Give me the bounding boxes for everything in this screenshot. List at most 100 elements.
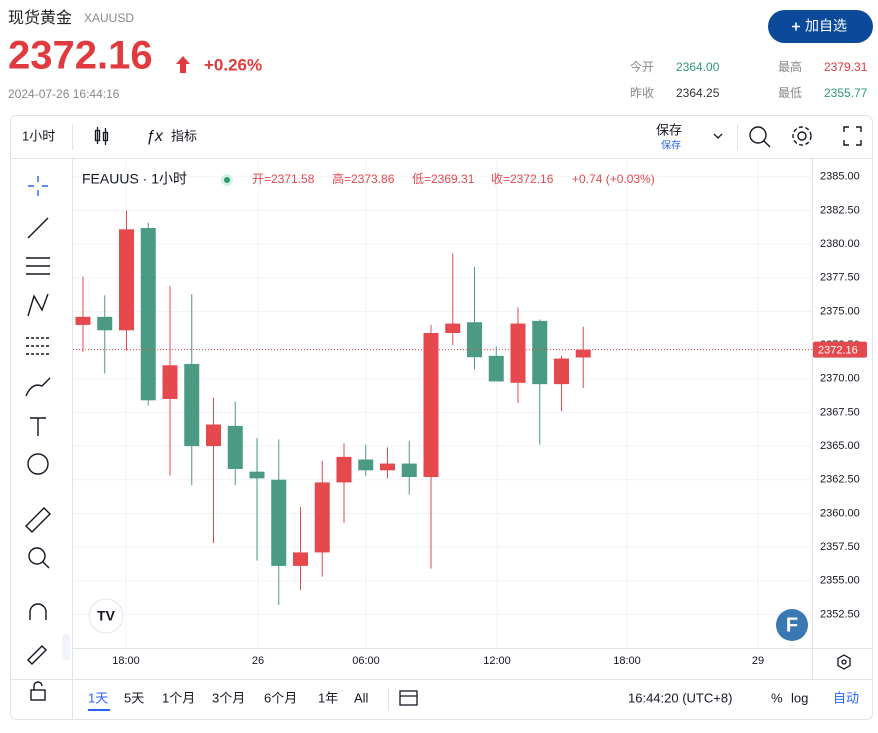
tv-logo-mark[interactable]: TV (97, 608, 116, 624)
prediction-tool[interactable] (26, 337, 50, 355)
stat-label: 今开 (630, 59, 654, 74)
chart-frame (10, 115, 873, 720)
plot-area (73, 160, 812, 648)
price: 2372.16 (8, 34, 153, 78)
candle-body (162, 365, 178, 399)
interval-button[interactable]: 1小时 (22, 128, 55, 143)
y-tick-label: 2362.50 (820, 474, 860, 486)
y-tick-label: 2352.50 (820, 608, 860, 620)
drawing-tools[interactable] (25, 176, 51, 701)
candle-body (554, 358, 569, 385)
text-tool[interactable] (30, 417, 46, 436)
candle-body (532, 320, 548, 385)
crosshair-tool[interactable] (28, 176, 48, 196)
legend-ohlc: 收=2372.16 (491, 172, 554, 186)
candle-body (488, 355, 504, 382)
fib-tool[interactable] (26, 257, 50, 275)
range-button[interactable]: 1年 (318, 690, 338, 705)
tv-logo[interactable] (88, 598, 124, 634)
candle-body (510, 323, 526, 383)
date-range-icon[interactable] (399, 690, 418, 706)
y-tick-label: 2365.00 (820, 440, 860, 452)
stat-value: 2364.25 (676, 86, 720, 100)
zoom-tool[interactable] (28, 547, 46, 565)
candle-body (336, 456, 352, 483)
symbol: XAUUSD (84, 11, 134, 25)
candle-body (575, 349, 591, 358)
legend-ohlc: 开=2371.58 (252, 172, 315, 186)
x-tick-label: 06:00 (352, 655, 380, 667)
button-bg[interactable] (768, 10, 873, 43)
candle-body (358, 459, 374, 471)
settings-icon[interactable] (792, 126, 812, 146)
range-button[interactable]: 1天 (88, 690, 108, 705)
collapse-handle[interactable] (62, 634, 70, 660)
snapshot-icon[interactable] (749, 126, 771, 148)
candle-body (119, 229, 134, 331)
candle-body (249, 471, 265, 479)
magnet-tool[interactable] (29, 603, 47, 620)
candle-body (75, 316, 91, 325)
candle-body (293, 552, 308, 566)
legend-change: +0.74 (+0.03%) (572, 172, 655, 186)
save-button[interactable]: 保存 (656, 122, 682, 137)
candle-type-icon[interactable] (94, 127, 109, 145)
candle-body (423, 332, 439, 478)
x-tick-label: 26 (252, 655, 264, 667)
y-tick-label: 2380.00 (820, 238, 860, 250)
legend-symbol: FEAUUS · 1小时 (82, 171, 187, 187)
x-tick-label: 18:00 (613, 655, 641, 667)
y-tick-label: 2377.50 (820, 272, 860, 284)
title: 现货黄金 (8, 9, 72, 27)
stat-label: 最低 (778, 86, 802, 100)
y-tick-label: 2382.50 (820, 204, 860, 216)
add-watchlist-button[interactable]: 加自选 (768, 10, 873, 43)
candle-body (445, 323, 461, 333)
range-button[interactable]: 1个月 (162, 690, 195, 705)
auto-toggle[interactable]: 自动 (833, 690, 859, 705)
lock-drawing-tool[interactable] (27, 645, 47, 665)
range-button[interactable]: All (354, 690, 369, 705)
stat-label: 最高 (778, 59, 802, 74)
last-price-label: 2372.16 (818, 345, 858, 357)
pattern-tool[interactable] (27, 293, 49, 317)
candle-body (206, 424, 221, 447)
axis-settings-icon[interactable] (837, 654, 851, 670)
indicators-button[interactable]: 指标 (171, 128, 197, 143)
y-tick-label: 2385.00 (820, 171, 860, 183)
button-label[interactable]: 加自选 (805, 18, 847, 34)
fullscreen-icon[interactable] (843, 126, 862, 146)
y-tick-label: 2357.50 (820, 541, 860, 553)
candle-body (97, 316, 113, 331)
candle-body (227, 425, 243, 469)
range-button[interactable]: 6个月 (264, 690, 297, 705)
percent-toggle[interactable]: % (771, 690, 783, 705)
y-tick-label: 2355.00 (820, 575, 860, 587)
ruler-tool[interactable] (25, 507, 51, 533)
plus-icon[interactable] (792, 22, 800, 31)
brush-tool[interactable] (25, 377, 51, 397)
range-button[interactable]: 3个月 (212, 690, 245, 705)
emoji-tool[interactable] (27, 453, 49, 475)
f-logo[interactable] (776, 609, 808, 641)
x-tick-label: 18:00 (112, 655, 140, 667)
x-tick-label: 29 (752, 655, 764, 667)
candle-body (401, 463, 417, 478)
legend-ohlc: 低=2369.31 (412, 172, 475, 186)
y-tick-label: 2360.00 (820, 507, 860, 519)
fx-icon[interactable]: ƒx (146, 128, 164, 145)
chevron[interactable] (713, 133, 723, 139)
last-price-box (813, 341, 867, 358)
log-toggle[interactable]: log (791, 690, 808, 705)
lock-tool[interactable] (30, 689, 46, 701)
range-button[interactable]: 5天 (124, 690, 144, 705)
zoom-handle[interactable] (42, 561, 50, 569)
f-logo-mark[interactable]: F (786, 614, 798, 636)
stat-label: 昨收 (630, 86, 654, 100)
candle-body (140, 227, 156, 401)
trendline-tool[interactable] (27, 217, 49, 239)
lock-shackle[interactable] (33, 681, 43, 690)
legend-ohlc: 高=2373.86 (332, 171, 395, 186)
clock: 16:44:20 (UTC+8) (628, 690, 732, 705)
